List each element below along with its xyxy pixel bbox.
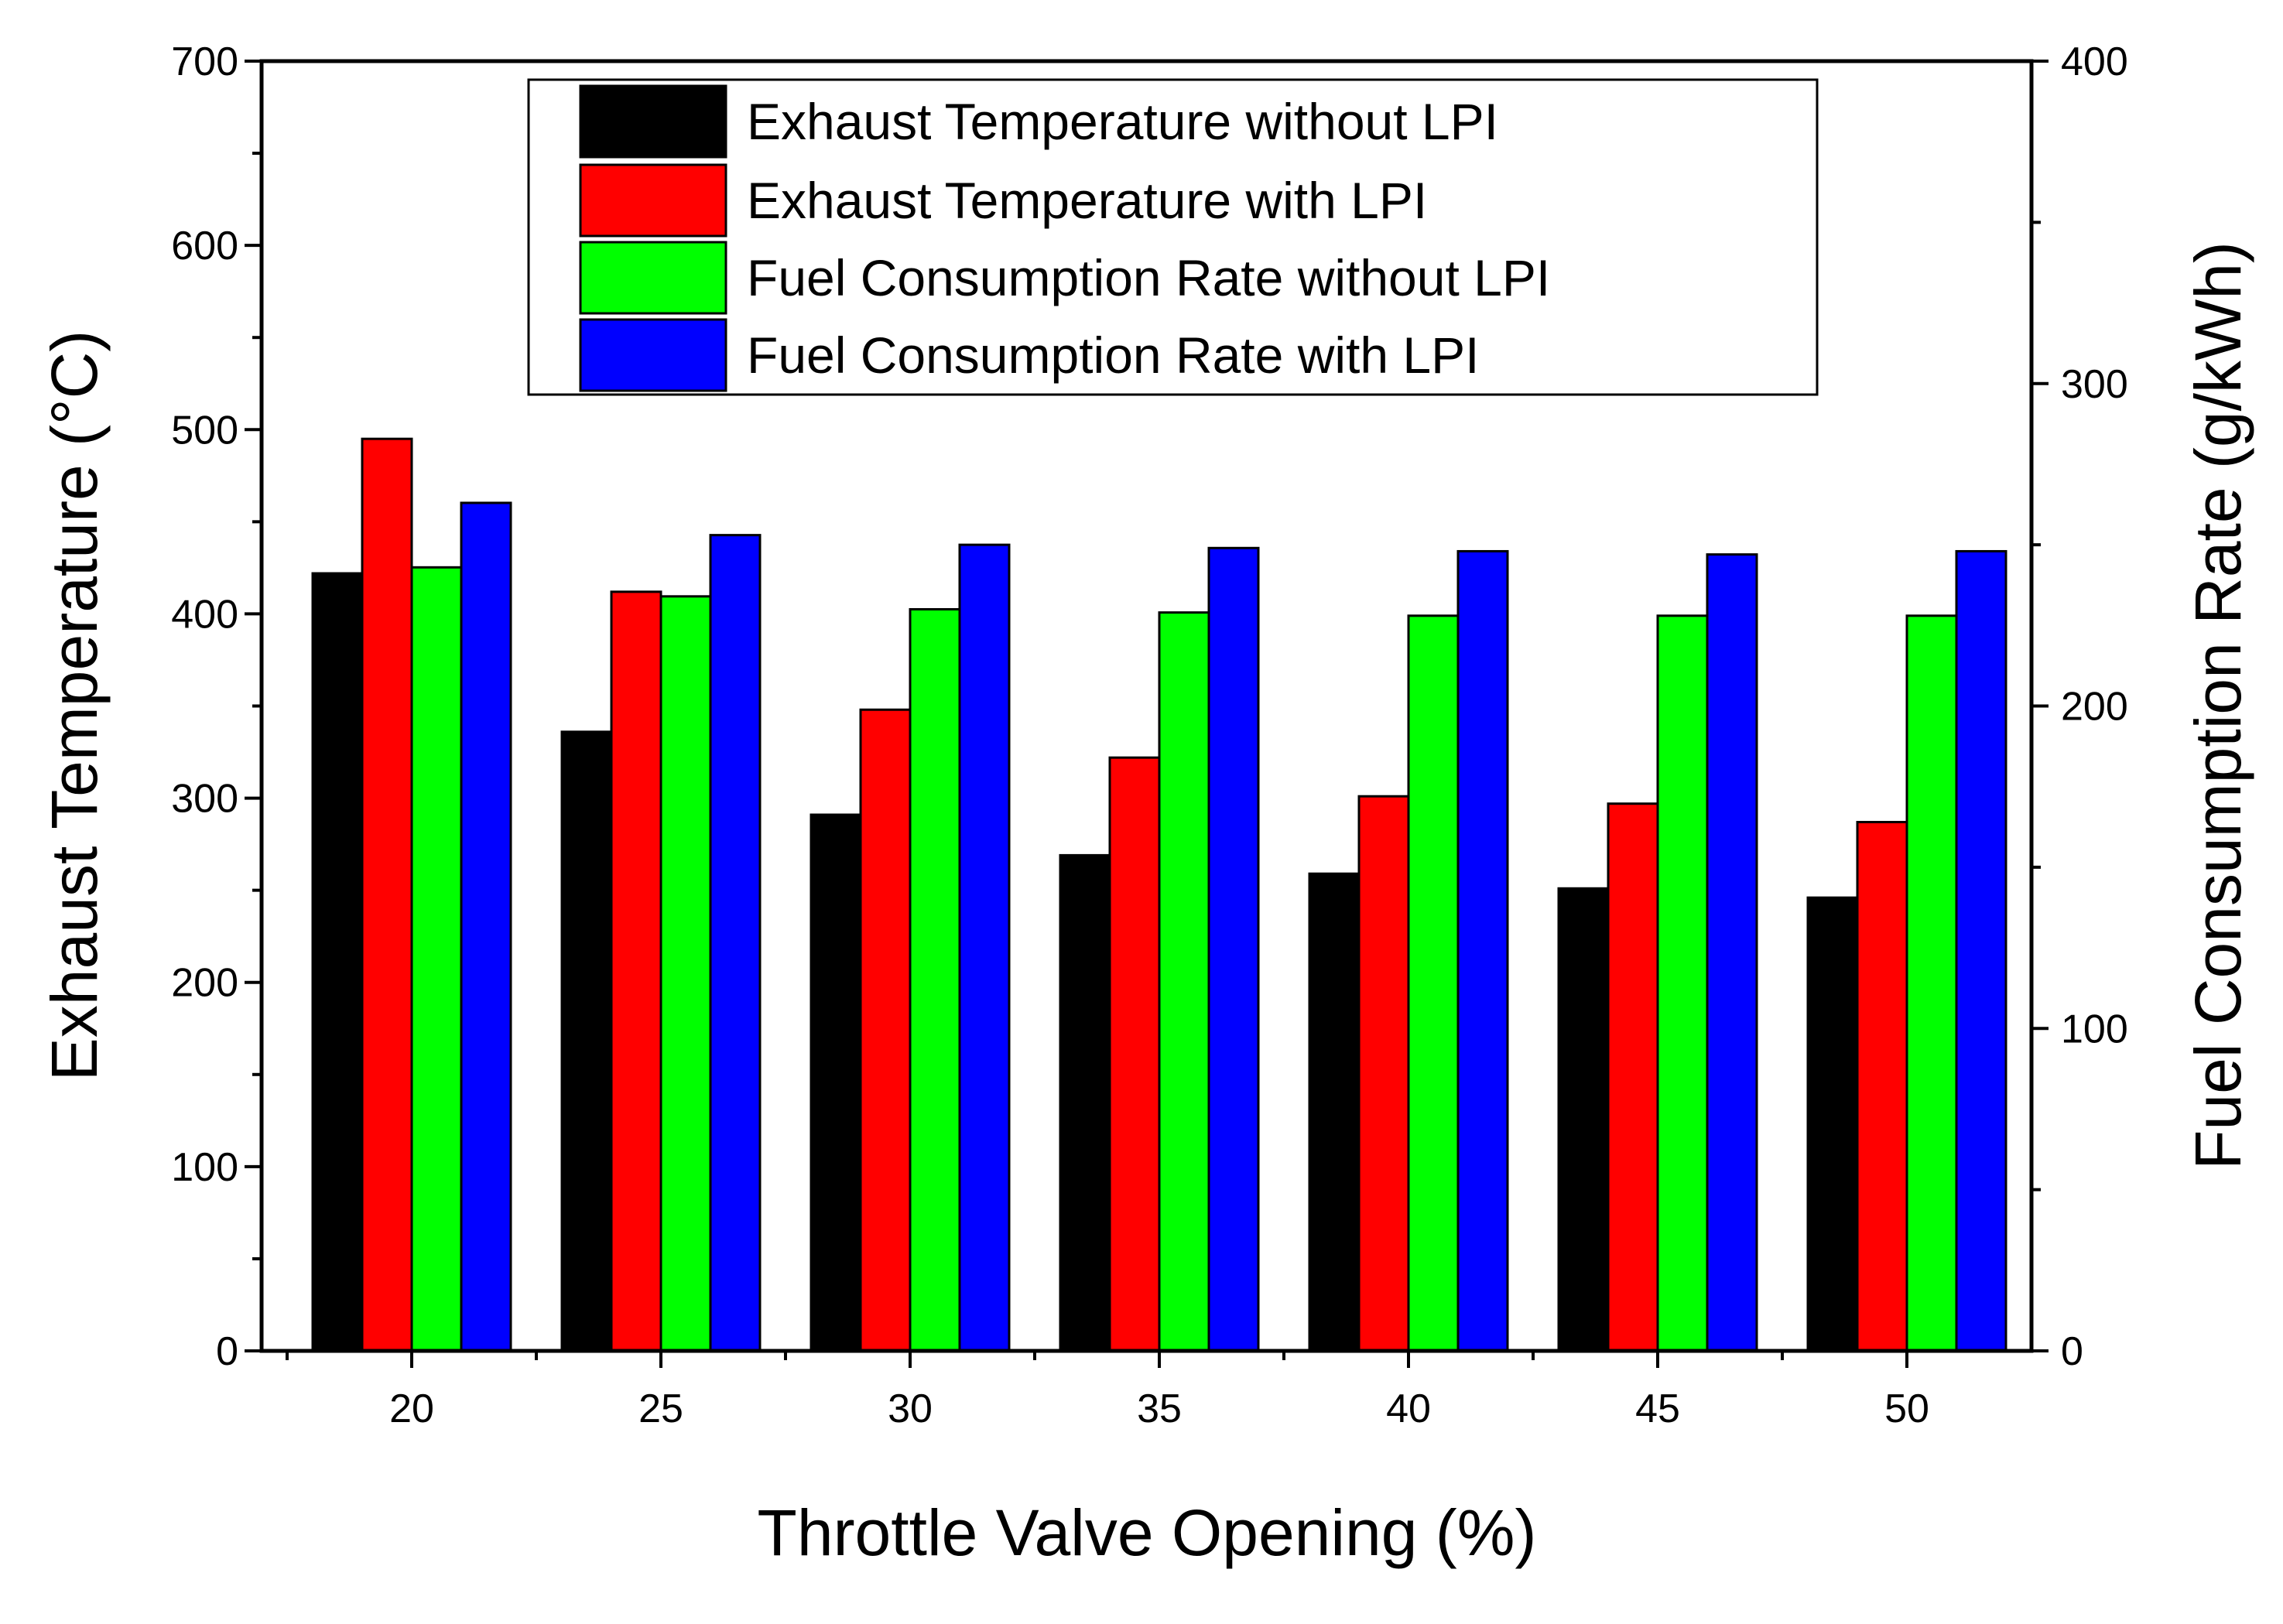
legend-swatch-1 <box>579 84 727 159</box>
bar-3-25 <box>659 595 712 1352</box>
bar-3-40 <box>1407 614 1460 1352</box>
bar-3-35 <box>1158 611 1210 1352</box>
bar-1-30 <box>809 813 862 1352</box>
x-tick-label: 20 <box>389 1386 434 1431</box>
bar-1-40 <box>1308 872 1361 1352</box>
legend: Exhaust Temperature without LPI Exhaust T… <box>527 78 1819 396</box>
bar-3-30 <box>909 607 961 1352</box>
y-axis-left-title: Exhaust Temperature (°C) <box>38 330 111 1081</box>
legend-label-4: Fuel Consumption Rate with LPI <box>747 327 1479 384</box>
y-left-tick-label: 600 <box>171 224 238 268</box>
bar-4-30 <box>958 543 1011 1352</box>
bar-4-20 <box>460 501 512 1352</box>
y-left-tick-label: 300 <box>171 777 238 822</box>
bar-1-50 <box>1806 896 1859 1352</box>
bar-2-40 <box>1357 795 1410 1352</box>
x-tick-label: 40 <box>1386 1386 1431 1431</box>
legend-swatch-4 <box>579 318 727 392</box>
bar-4-25 <box>709 534 762 1352</box>
y-right-tick-label: 400 <box>2061 39 2128 84</box>
bar-1-45 <box>1557 887 1610 1352</box>
bar-2-20 <box>361 437 413 1352</box>
axes-layer: 0 100 200 300 400 500 600 700 0 100 200 300 400 20 25 3… <box>171 39 2128 1431</box>
bar-2-30 <box>859 708 912 1352</box>
bar-1-20 <box>311 572 364 1352</box>
y-right-tick-label: 100 <box>2061 1007 2128 1051</box>
legend-label-3: Fuel Consumption Rate without LPI <box>747 249 1550 306</box>
legend-box <box>527 78 1819 396</box>
bar-1-35 <box>1059 853 1111 1352</box>
x-tick-label: 25 <box>638 1386 683 1431</box>
bar-1-25 <box>560 730 613 1352</box>
x-tick-label: 35 <box>1137 1386 1182 1431</box>
y-left-tick-label: 500 <box>171 408 238 453</box>
bar-4-50 <box>1955 549 2007 1352</box>
bar-4-45 <box>1706 553 1758 1352</box>
bar-2-50 <box>1856 821 1908 1352</box>
bars-layer <box>311 437 2007 1352</box>
bar-3-45 <box>1656 614 1709 1352</box>
bar-3-50 <box>1905 614 1958 1352</box>
legend-label-2: Exhaust Temperature with LPI <box>747 172 1427 229</box>
x-tick-label: 45 <box>1635 1386 1680 1431</box>
bar-4-35 <box>1207 546 1260 1352</box>
x-tick-label: 50 <box>1884 1386 1929 1431</box>
bar-2-45 <box>1607 802 1659 1352</box>
y-left-tick-label: 0 <box>216 1329 238 1374</box>
legend-swatch-2 <box>579 163 727 238</box>
y-axis-right-title: Fuel Consumption Rate (g/kWh) <box>2182 241 2254 1170</box>
bar-2-35 <box>1108 756 1161 1352</box>
y-left-tick-label: 100 <box>171 1145 238 1190</box>
x-tick-label: 30 <box>888 1386 933 1431</box>
y-left-tick-label: 200 <box>171 961 238 1006</box>
y-right-tick-label: 0 <box>2061 1329 2083 1374</box>
y-right-tick-label: 200 <box>2061 685 2128 730</box>
y-left-tick-label: 400 <box>171 592 238 637</box>
y-left-tick-label: 700 <box>171 39 238 84</box>
legend-swatch-3 <box>579 241 727 315</box>
y-right-tick-label: 300 <box>2061 362 2128 407</box>
legend-label-1: Exhaust Temperature without LPI <box>747 93 1498 150</box>
bar-4-40 <box>1456 549 1509 1352</box>
bar-3-20 <box>410 566 463 1352</box>
bar-2-25 <box>610 590 662 1352</box>
x-axis-title: Throttle Valve Opening (%) <box>758 1496 1537 1569</box>
